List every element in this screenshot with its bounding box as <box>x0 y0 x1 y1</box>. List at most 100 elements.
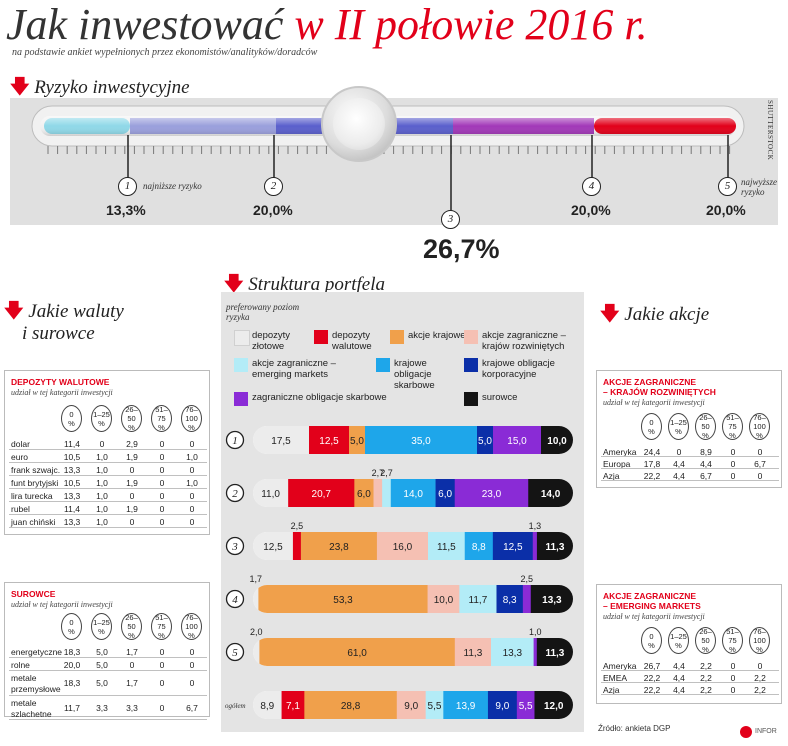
risk-level-4-marker: 4 <box>582 177 601 196</box>
table-cell: 1,0 <box>96 478 108 488</box>
table-cell: 1,7 <box>126 647 138 657</box>
data-label: 6,0 <box>357 489 371 500</box>
table-cell: 4,4 <box>700 459 712 469</box>
table-cell: 0 <box>159 465 165 475</box>
down-arrow-icon: 🡇 <box>600 303 620 325</box>
bar-segment <box>493 426 542 454</box>
bar-segment <box>288 479 355 507</box>
column-header: 0% <box>641 627 662 654</box>
data-label: 14,0 <box>541 489 561 500</box>
row-label: funt brytyjski <box>11 478 59 488</box>
table-cell: 2,2 <box>754 673 766 683</box>
data-label: 8,3 <box>503 595 517 606</box>
table-row: Ameryka 24,4 0 8,9 0 0 <box>601 445 779 457</box>
legend-swatch <box>464 330 478 344</box>
table-row: Azja 22,2 4,4 2,2 0 2,2 <box>601 683 779 695</box>
legend-label: zagraniczne obligacje skarbowe <box>252 392 387 403</box>
legend-label: akcje zagraniczne – emerging markets <box>252 358 336 380</box>
table-cell: 1,0 <box>186 478 198 488</box>
table-cell: 1,9 <box>126 504 138 514</box>
table-cell: 0 <box>757 447 763 457</box>
portfolio-heading: 🡇 Struktura portfela <box>224 270 385 302</box>
page-title: Jak inwestować w II połowie 2016 r. <box>6 0 648 50</box>
risk-level-2-value: 20,0% <box>253 202 293 218</box>
table-cell: 1,9 <box>126 452 138 462</box>
table-cell: 0 <box>159 452 165 462</box>
table-cell: 0 <box>189 504 195 514</box>
row-label: Ameryka <box>603 661 637 671</box>
table-cell: 0 <box>189 491 195 501</box>
data-label: 11,3 <box>545 648 564 659</box>
table-cell: 4,4 <box>673 459 685 469</box>
bar-segment <box>253 426 310 454</box>
data-label: 5,0 <box>478 436 492 447</box>
bar-segment <box>281 691 305 719</box>
risk-heading-text: Ryzyko inwestycyjne <box>34 77 190 98</box>
data-label: 9,0 <box>404 701 418 712</box>
data-label: 28,8 <box>341 701 361 712</box>
legend-swatch <box>464 358 478 372</box>
bar-segment <box>530 585 573 613</box>
table-cell: 1,0 <box>96 491 108 501</box>
table-cell: 10,5 <box>63 478 81 488</box>
bar-segment <box>259 638 456 666</box>
table-cell: 0 <box>159 491 165 501</box>
bar-segment <box>253 638 260 666</box>
row-label: rolne <box>11 660 30 670</box>
table-cell: 13,3 <box>63 491 81 501</box>
table-cell: 0 <box>730 447 736 457</box>
column-header: 26–50% <box>121 405 142 432</box>
table-cell: 0 <box>159 703 165 714</box>
bar-segment <box>382 479 392 507</box>
legend-label: akcje krajowe <box>408 330 466 341</box>
table-cell: 0 <box>730 673 736 683</box>
table-cell: 11,7 <box>64 703 80 714</box>
bar-segment <box>390 479 436 507</box>
table-cell: 8,9 <box>700 447 712 457</box>
currencies-heading-line-2: i surowce <box>22 323 95 344</box>
title-part-2: w II połowie 2016 r. <box>294 0 648 49</box>
row-label: metale przemysłowe <box>11 673 61 694</box>
data-label: 35,0 <box>411 436 431 447</box>
table-cell: 5,0 <box>96 660 108 670</box>
table-cell: 0 <box>129 660 135 670</box>
data-label: 11,3 <box>464 648 483 659</box>
legend-label: krajowe obligacje korporacyjne <box>482 358 555 380</box>
down-arrow-icon: 🡇 <box>10 76 30 98</box>
table-cell: 13,3 <box>63 465 81 475</box>
table-cell: 1,7 <box>126 678 138 689</box>
row-label: 3 <box>231 541 238 553</box>
deposits-table-subtitle: udział w tej kategorii inwestycji <box>11 388 113 397</box>
bar-segment <box>253 691 282 719</box>
data-label: 12,5 <box>263 542 283 553</box>
data-label: 13,9 <box>456 701 476 712</box>
data-label: 10,0 <box>547 436 567 447</box>
data-label: 23,0 <box>482 489 502 500</box>
down-arrow-icon: 🡇 <box>4 300 24 322</box>
data-label: 11,5 <box>437 542 456 553</box>
data-label: 7,1 <box>286 701 300 712</box>
column-header: 1–25% <box>668 413 689 440</box>
table-cell: 1,0 <box>96 452 108 462</box>
data-label: 16,0 <box>393 542 413 553</box>
table-cell: 5,0 <box>96 678 108 689</box>
row-marker <box>225 589 245 609</box>
column-header: 76–100% <box>749 627 770 654</box>
risk-level-5-marker: 5 <box>718 177 737 196</box>
risk-level-axis-label: preferowany poziom ryzyka <box>226 302 300 322</box>
portfolio-legend: depozyty złotowe depozyty walutowe akcje k… <box>226 330 584 420</box>
column-header: 26–50% <box>121 613 142 640</box>
table-cell: 2,9 <box>126 439 138 449</box>
table-row: dolar 11,4 0 2,9 0 0 <box>9 437 207 450</box>
data-label: 1,0 <box>529 627 542 637</box>
legend-swatch <box>234 330 250 346</box>
table-cell: 13,3 <box>63 517 81 527</box>
developed-table-title-line-2: – KRAJÓW ROZWINIĘTYCH <box>603 387 716 397</box>
commodities-table-title: SUROWCE <box>11 589 56 599</box>
bar-segment <box>516 691 535 719</box>
table-cell: 0 <box>189 465 195 475</box>
data-label: 23,8 <box>329 542 349 553</box>
deposits-table: DEPOZYTY WALUTOWE udział w tej kategorii… <box>4 370 210 535</box>
table-cell: 1,0 <box>96 465 108 475</box>
bar-segment <box>454 638 492 666</box>
